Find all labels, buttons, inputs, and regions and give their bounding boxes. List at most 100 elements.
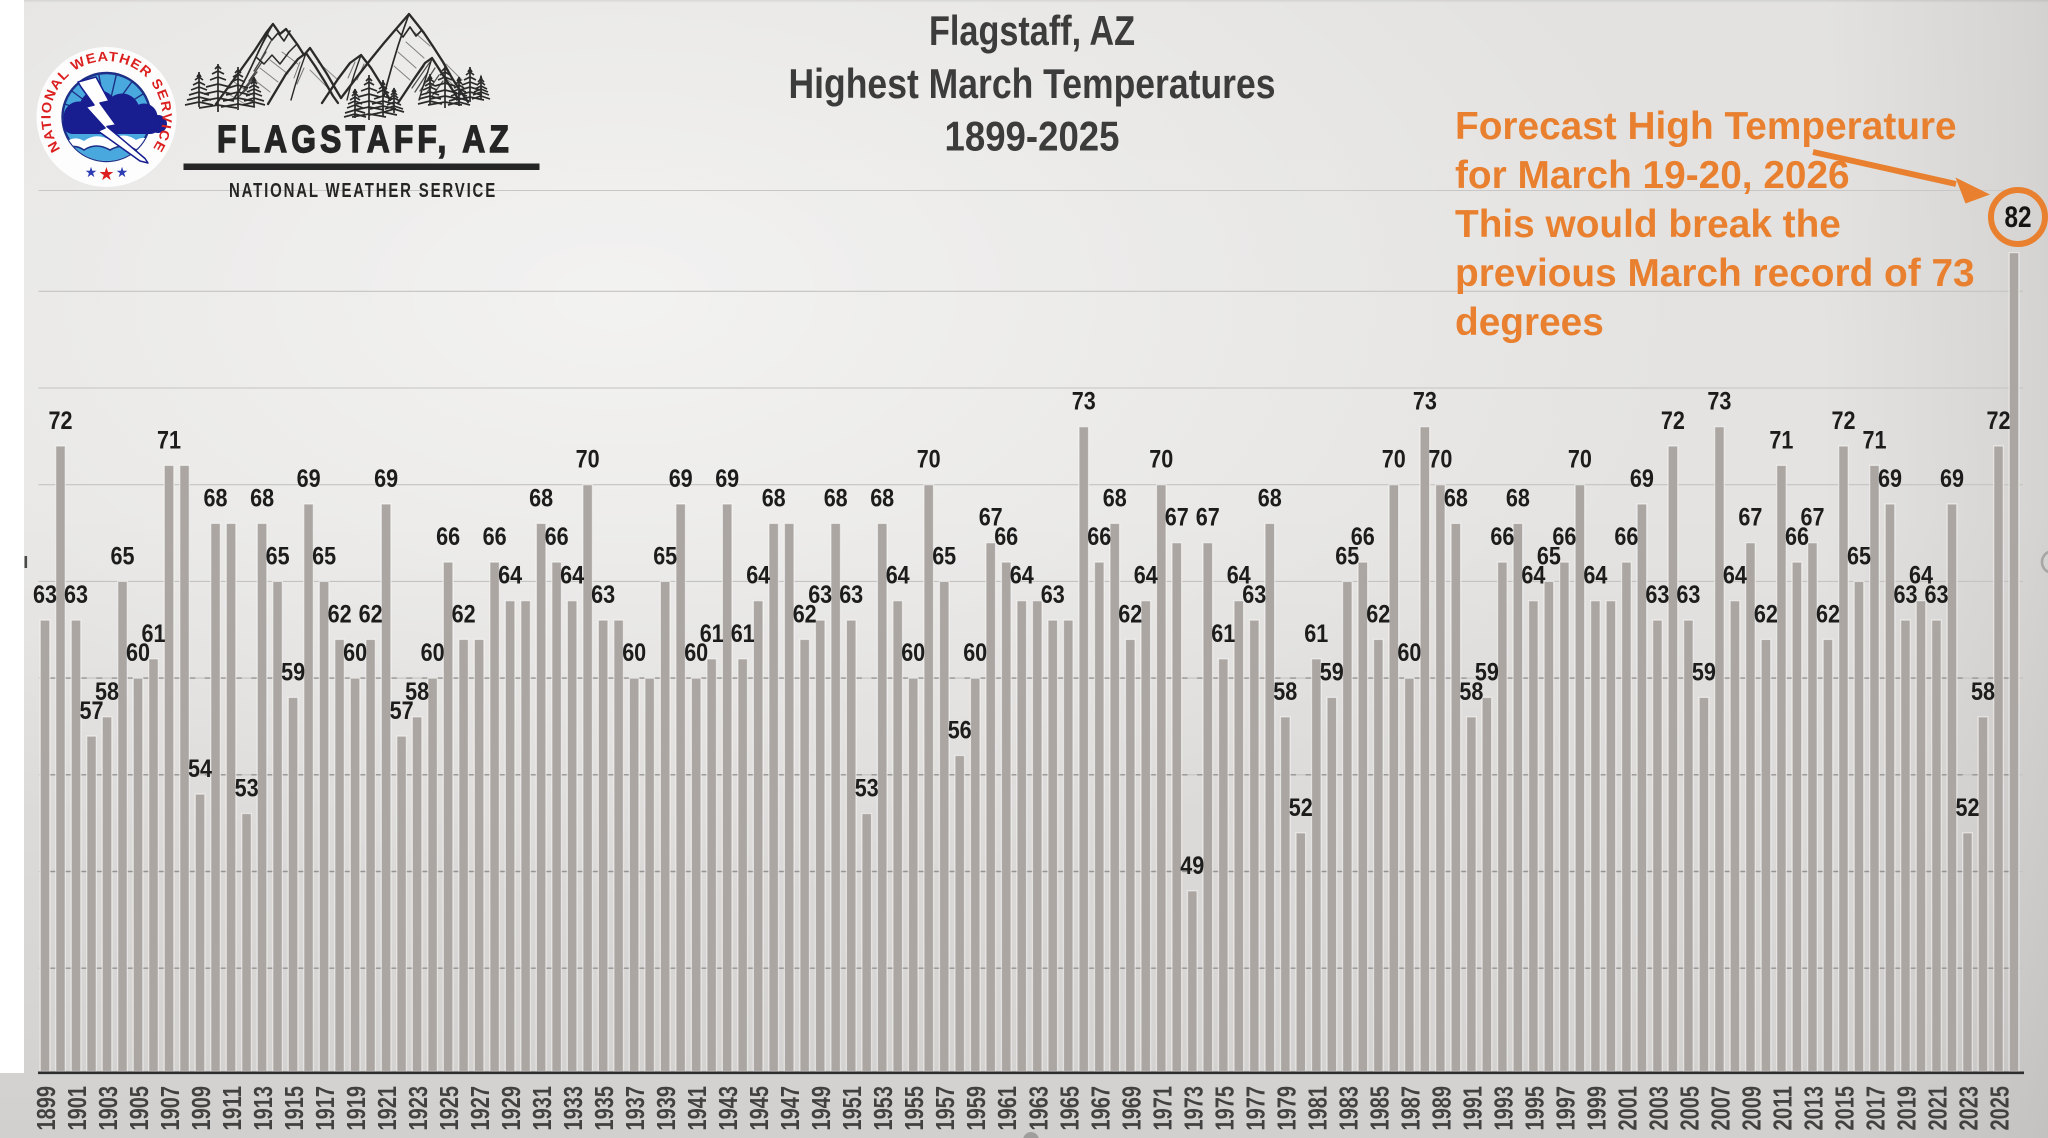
svg-text:64: 64 — [1010, 562, 1034, 590]
svg-text:60: 60 — [622, 639, 646, 667]
svg-text:59: 59 — [1692, 658, 1716, 686]
svg-text:65: 65 — [266, 542, 290, 570]
svg-text:Flagstaff, AZ: Flagstaff, AZ — [929, 7, 1135, 54]
svg-text:1899: 1899 — [33, 1086, 61, 1131]
svg-text:64: 64 — [1909, 562, 1933, 590]
svg-text:1901: 1901 — [64, 1086, 92, 1131]
svg-text:66: 66 — [994, 523, 1018, 551]
svg-text:2025: 2025 — [1987, 1086, 2015, 1131]
svg-text:1967: 1967 — [1087, 1086, 1115, 1131]
svg-text:1899-2025: 1899-2025 — [945, 113, 1120, 160]
svg-text:1943: 1943 — [715, 1086, 743, 1131]
svg-text:2023: 2023 — [1956, 1086, 1984, 1131]
svg-text:1969: 1969 — [1118, 1086, 1146, 1131]
svg-text:72: 72 — [49, 407, 73, 435]
svg-text:64: 64 — [1583, 562, 1607, 590]
svg-text:82: 82 — [2005, 201, 2032, 234]
svg-text:62: 62 — [328, 600, 352, 628]
svg-text:60: 60 — [126, 639, 150, 667]
svg-text:63: 63 — [1925, 581, 1949, 609]
svg-text:52: 52 — [1289, 794, 1313, 822]
svg-text:53: 53 — [855, 775, 879, 803]
svg-text:66: 66 — [436, 523, 460, 551]
svg-text:68: 68 — [1258, 484, 1282, 512]
svg-text:1939: 1939 — [653, 1086, 681, 1131]
svg-text:65: 65 — [1847, 542, 1871, 570]
svg-text:1973: 1973 — [1180, 1086, 1208, 1131]
svg-text:72: 72 — [1987, 407, 2011, 435]
svg-text:★: ★ — [98, 164, 114, 184]
svg-text:64: 64 — [498, 562, 522, 590]
svg-text:70: 70 — [576, 446, 600, 474]
svg-text:1909: 1909 — [188, 1086, 216, 1131]
svg-text:62: 62 — [793, 600, 817, 628]
svg-text:62: 62 — [452, 600, 476, 628]
svg-text:2013: 2013 — [1801, 1086, 1829, 1131]
svg-text:1957: 1957 — [932, 1086, 960, 1131]
svg-text:73: 73 — [1072, 388, 1096, 416]
svg-text:66: 66 — [1614, 523, 1638, 551]
svg-text:71: 71 — [1863, 426, 1887, 454]
svg-text:64: 64 — [886, 562, 910, 590]
svg-text:67: 67 — [1165, 504, 1189, 532]
svg-text:52: 52 — [1956, 794, 1980, 822]
svg-text:67: 67 — [1196, 504, 1220, 532]
svg-text:1977: 1977 — [1242, 1086, 1270, 1131]
svg-text:61: 61 — [731, 620, 755, 648]
svg-text:61: 61 — [142, 620, 166, 648]
svg-text:67: 67 — [979, 504, 1003, 532]
svg-text:65: 65 — [932, 542, 956, 570]
svg-text:1937: 1937 — [622, 1086, 650, 1131]
svg-text:67: 67 — [1801, 504, 1825, 532]
svg-text:68: 68 — [529, 484, 553, 512]
svg-text:1989: 1989 — [1428, 1086, 1456, 1131]
svg-text:1905: 1905 — [126, 1086, 154, 1131]
svg-text:64: 64 — [1723, 562, 1747, 590]
svg-text:63: 63 — [1676, 581, 1700, 609]
svg-text:60: 60 — [421, 639, 445, 667]
svg-text:69: 69 — [1878, 465, 1902, 493]
svg-text:69: 69 — [1630, 465, 1654, 493]
svg-text:70: 70 — [1149, 446, 1173, 474]
svg-text:68: 68 — [762, 484, 786, 512]
svg-text:68: 68 — [1103, 484, 1127, 512]
svg-text:1947: 1947 — [777, 1086, 805, 1131]
svg-text:70: 70 — [1568, 446, 1592, 474]
svg-text:previous March record of 73: previous March record of 73 — [1455, 252, 1975, 295]
svg-text:63: 63 — [1645, 581, 1669, 609]
svg-text:1961: 1961 — [994, 1086, 1022, 1131]
svg-text:1991: 1991 — [1459, 1086, 1487, 1131]
svg-text:66: 66 — [1552, 523, 1576, 551]
svg-text:71: 71 — [1769, 426, 1793, 454]
svg-text:49: 49 — [1180, 852, 1204, 880]
svg-text:1999: 1999 — [1583, 1086, 1611, 1131]
svg-text:63: 63 — [1894, 581, 1918, 609]
svg-text:2017: 2017 — [1863, 1086, 1891, 1131]
svg-text:68: 68 — [250, 484, 274, 512]
svg-text:62: 62 — [1816, 600, 1840, 628]
svg-text:2005: 2005 — [1676, 1086, 1704, 1131]
svg-text:1903: 1903 — [95, 1086, 123, 1131]
svg-text:66: 66 — [545, 523, 569, 551]
svg-text:60: 60 — [684, 639, 708, 667]
svg-text:73: 73 — [1707, 388, 1731, 416]
svg-text:73: 73 — [1413, 388, 1437, 416]
svg-text:★: ★ — [116, 164, 129, 180]
svg-text:2011: 2011 — [1769, 1086, 1797, 1131]
svg-text:72: 72 — [1832, 407, 1856, 435]
svg-text:69: 69 — [1940, 465, 1964, 493]
svg-text:59: 59 — [1475, 658, 1499, 686]
svg-text:1941: 1941 — [684, 1086, 712, 1131]
svg-text:1959: 1959 — [963, 1086, 991, 1131]
svg-text:58: 58 — [405, 678, 429, 706]
svg-text:70: 70 — [1428, 446, 1452, 474]
svg-text:70: 70 — [1382, 446, 1406, 474]
svg-text:68: 68 — [1444, 484, 1468, 512]
svg-text:NATIONAL WEATHER SERVICE: NATIONAL WEATHER SERVICE — [229, 179, 497, 202]
svg-text:66: 66 — [1490, 523, 1514, 551]
svg-text:53: 53 — [235, 775, 259, 803]
svg-text:67: 67 — [1738, 504, 1762, 532]
svg-text:68: 68 — [204, 484, 228, 512]
svg-text:1919: 1919 — [343, 1086, 371, 1131]
svg-text:64: 64 — [1521, 562, 1545, 590]
